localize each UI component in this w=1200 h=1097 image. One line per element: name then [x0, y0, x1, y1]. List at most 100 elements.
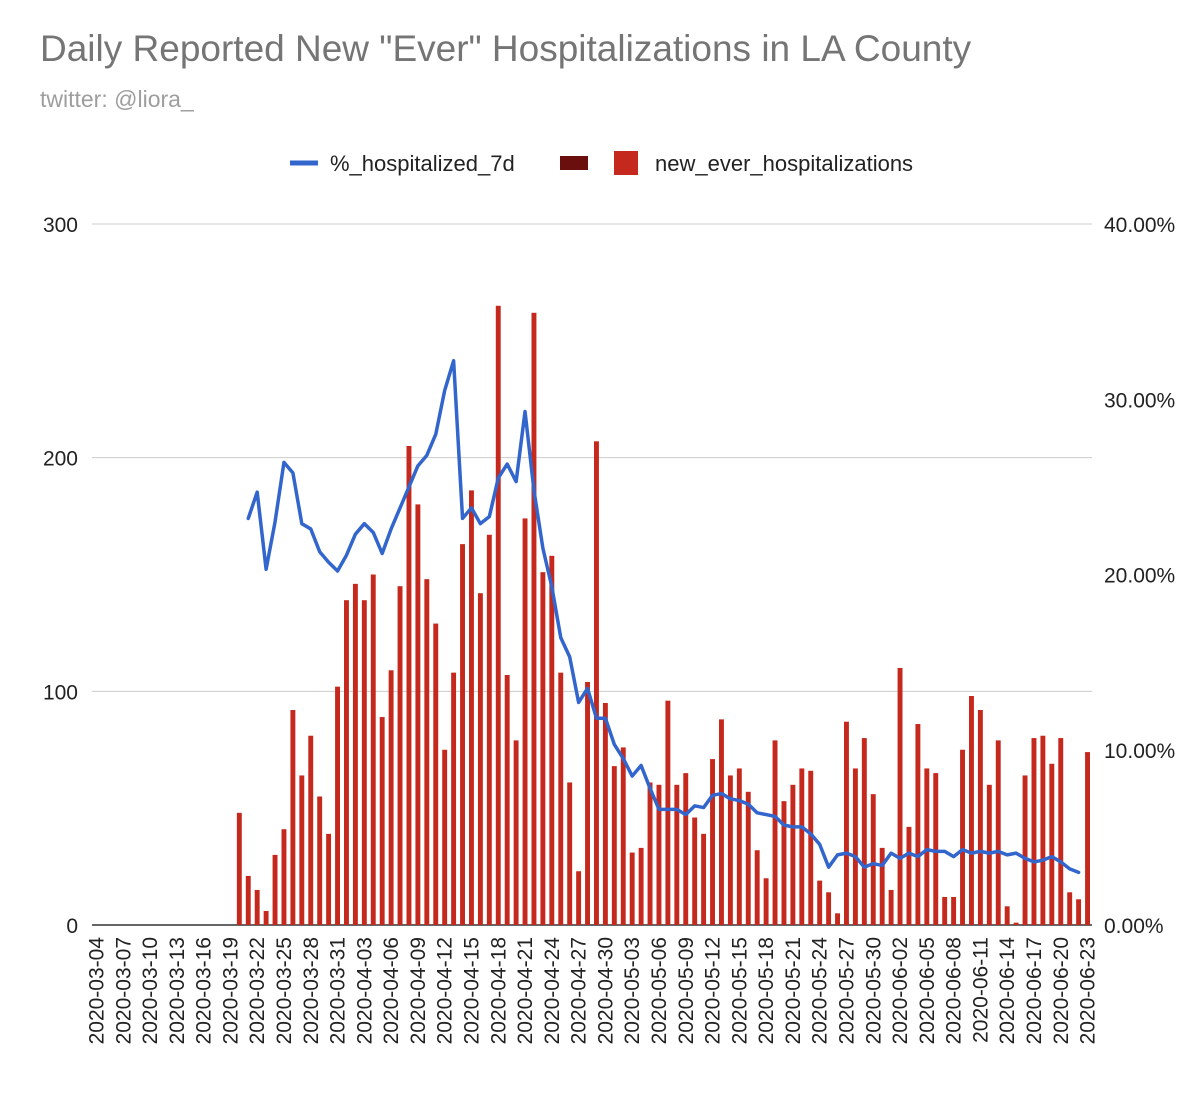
bar-new-ever-hospitalizations	[406, 445, 412, 925]
x-axis-tick-label: 2020-06-17	[1023, 937, 1046, 1044]
line-point-hospitalized-7d	[720, 792, 723, 795]
bar-new-ever-hospitalizations	[361, 600, 367, 925]
bar-new-ever-hospitalizations	[549, 555, 555, 925]
line-point-hospitalized-7d	[1050, 855, 1054, 858]
axis-layer: 0 100 200 300 0.00% 10.00% 20.00% 30.00% 40.00% 2…	[43, 214, 1175, 1044]
bar-new-ever-hospitalizations	[790, 784, 796, 925]
legend-swatch-dark	[560, 156, 588, 170]
bar-new-ever-hospitalizations	[388, 670, 394, 925]
bar-new-ever-hospitalizations	[1004, 906, 1010, 925]
bar-new-ever-hospitalizations	[281, 829, 287, 925]
line-point-hospitalized-7d	[363, 522, 366, 525]
bar-new-ever-hospitalizations	[370, 574, 376, 925]
bar-new-ever-hospitalizations	[745, 791, 751, 925]
line-point-hospitalized-7d	[907, 851, 911, 855]
x-axis-tick-label: 2020-04-27	[568, 937, 591, 1044]
line-point-hospitalized-7d	[970, 851, 973, 855]
bar-new-ever-hospitalizations	[861, 738, 867, 925]
x-axis-tick-label: 2020-05-06	[648, 937, 671, 1044]
line-point-hospitalized-7d	[1077, 871, 1080, 874]
x-axis-tick-label: 2020-05-21	[782, 937, 805, 1044]
bar-new-ever-hospitalizations	[236, 812, 242, 925]
bar-new-ever-hospitalizations	[701, 833, 707, 925]
bar-new-ever-hospitalizations	[379, 717, 385, 925]
line-point-hospitalized-7d	[639, 764, 643, 767]
line-point-hospitalized-7d	[818, 843, 821, 846]
x-axis-tick-label: 2020-05-27	[835, 937, 858, 1044]
x-axis-tick-label: 2020-06-08	[943, 937, 966, 1044]
bar-new-ever-hospitalizations	[933, 773, 939, 925]
bar-new-ever-hospitalizations	[558, 672, 564, 925]
bar-new-ever-hospitalizations	[477, 593, 483, 925]
bar-new-ever-hospitalizations	[308, 735, 314, 925]
line-point-hospitalized-7d	[604, 717, 607, 720]
bar-new-ever-hospitalizations	[674, 784, 680, 925]
line-point-hospitalized-7d	[461, 517, 464, 520]
bar-new-ever-hospitalizations	[1022, 775, 1028, 925]
line-point-hospitalized-7d	[630, 774, 634, 778]
bar-new-ever-hospitalizations	[852, 768, 858, 925]
bar-new-ever-hospitalizations	[1049, 763, 1055, 925]
bar-new-ever-hospitalizations	[1058, 738, 1064, 925]
line-point-hospitalized-7d	[291, 471, 295, 475]
line-point-hospitalized-7d	[559, 636, 562, 639]
left-axis-tick-label: 200	[43, 448, 78, 471]
x-axis-tick-label: 2020-04-15	[460, 937, 483, 1044]
bar-new-ever-hospitalizations	[522, 518, 528, 925]
line-point-hospitalized-7d	[345, 554, 348, 557]
line-point-hospitalized-7d	[416, 464, 420, 468]
line-point-hospitalized-7d	[407, 485, 411, 489]
grid-layer	[92, 223, 1092, 926]
bar-new-ever-hospitalizations	[977, 710, 983, 925]
line-point-hospitalized-7d	[1068, 867, 1071, 871]
bar-new-ever-hospitalizations	[629, 852, 635, 925]
right-axis-tick-label: 20.00%	[1104, 565, 1175, 588]
line-point-hospitalized-7d	[755, 811, 759, 815]
bar-new-ever-hospitalizations	[290, 710, 296, 925]
left-axis-tick-label: 0	[66, 915, 78, 938]
line-point-hospitalized-7d	[666, 808, 670, 811]
bar-new-ever-hospitalizations	[719, 719, 724, 925]
line-point-hospitalized-7d	[1041, 858, 1045, 862]
bar-new-ever-hospitalizations	[969, 696, 974, 925]
line-point-hospitalized-7d	[479, 522, 482, 525]
bar-new-ever-hospitalizations	[495, 305, 501, 925]
line-point-hospitalized-7d	[398, 506, 402, 510]
line-point-hospitalized-7d	[934, 850, 937, 853]
line-point-hospitalized-7d	[443, 389, 446, 392]
line-point-hospitalized-7d	[595, 717, 598, 720]
line-point-hospitalized-7d	[943, 850, 946, 853]
bar-new-ever-hospitalizations	[1085, 752, 1090, 925]
bar-new-ever-hospitalizations	[433, 623, 439, 925]
bar-new-ever-hospitalizations	[736, 768, 742, 925]
bar-new-ever-hospitalizations	[960, 749, 965, 925]
bar-new-ever-hospitalizations	[504, 674, 510, 925]
line-point-hospitalized-7d	[738, 799, 741, 802]
x-axis-tick-label: 2020-05-18	[755, 937, 778, 1044]
line-point-hospitalized-7d	[675, 808, 679, 811]
line-point-hospitalized-7d	[1023, 857, 1027, 860]
line-point-hospitalized-7d	[747, 802, 750, 806]
bar-new-ever-hospitalizations	[469, 490, 474, 925]
bar-new-ever-hospitalizations	[531, 312, 537, 925]
line-point-hospitalized-7d	[648, 787, 652, 790]
bar-layer	[236, 305, 1090, 925]
bar-new-ever-hospitalizations	[915, 724, 921, 925]
bar-new-ever-hospitalizations	[424, 579, 430, 925]
line-point-hospitalized-7d	[425, 454, 429, 457]
bar-new-ever-hospitalizations	[317, 796, 323, 925]
bar-new-ever-hospitalizations	[888, 889, 894, 925]
line-point-hospitalized-7d	[845, 851, 848, 855]
bar-new-ever-hospitalizations	[620, 747, 626, 925]
bar-new-ever-hospitalizations	[272, 854, 278, 925]
line-point-hospitalized-7d	[1005, 853, 1009, 857]
bar-new-ever-hospitalizations	[781, 801, 787, 925]
line-point-hospitalized-7d	[282, 461, 286, 464]
line-hospitalized-7d	[246, 358, 1081, 875]
line-point-hospitalized-7d	[997, 850, 1000, 853]
line-point-hospitalized-7d	[532, 489, 536, 492]
x-axis-tick-label: 2020-03-16	[193, 937, 216, 1044]
bar-new-ever-hospitalizations	[263, 910, 269, 925]
line-point-hospitalized-7d	[389, 527, 393, 531]
line-point-hospitalized-7d	[925, 848, 929, 851]
